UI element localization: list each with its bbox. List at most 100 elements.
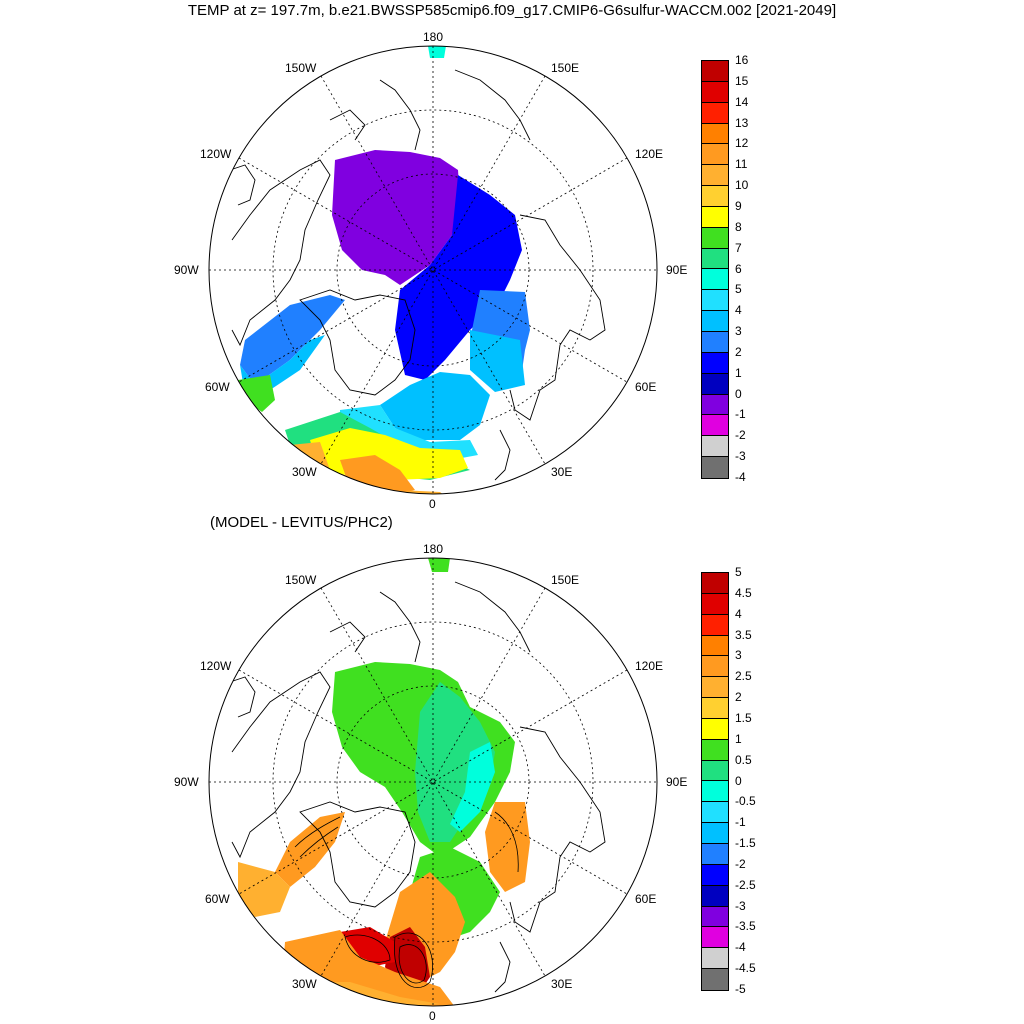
top-field-labrador-green	[238, 375, 275, 412]
top-colorbar-box	[702, 61, 728, 82]
bottom-field-labrador-orange	[238, 862, 290, 917]
top-colorbar-label: 16	[735, 53, 749, 67]
bottom-colorbar-label: 1	[735, 731, 742, 746]
bottom-colorbar-label: -2	[735, 856, 746, 871]
top-colorbar-label: 10	[735, 178, 749, 193]
top-colorbar-label: -3	[735, 449, 746, 464]
bottom-colorbar-label: 3.5	[735, 627, 752, 642]
bottom-colorbar-label: 1.5	[735, 710, 752, 725]
bottom-colorbar-label: 4.5	[735, 585, 752, 600]
top-colorbar-box	[702, 394, 728, 416]
top-polar-map	[208, 45, 658, 495]
bottom-colorbar-label: 2.5	[735, 669, 752, 684]
top-colorbar-box	[702, 352, 728, 374]
bottom-lon-label-30w: 30W	[292, 977, 317, 991]
bottom-colorbar-label: 5	[735, 565, 742, 579]
bottom-lon-label-90w: 90W	[174, 775, 199, 789]
bottom-colorbar-box	[702, 781, 728, 803]
top-colorbar-label: 2	[735, 344, 742, 359]
top-colorbar-box	[702, 331, 728, 353]
top-colorbar-label: 9	[735, 198, 742, 213]
top-colorbar-label: 4	[735, 303, 742, 318]
bottom-colorbar-label: 2	[735, 690, 742, 705]
bottom-colorbar-box	[702, 614, 728, 636]
top-field-baffin-cyan	[240, 335, 325, 395]
top-lon-label-30w: 30W	[292, 465, 317, 479]
top-colorbar-box	[702, 269, 728, 291]
top-lon-label-90w: 90W	[174, 263, 199, 277]
bottom-colorbar-label: 0	[735, 773, 742, 788]
bottom-map-panel: 180 150E 120E 90E 60E 30E 0 30W 60W 90W …	[0, 512, 1024, 1024]
top-colorbar-box	[702, 186, 728, 207]
top-colorbar-box	[702, 81, 728, 103]
top-lon-label-150w: 150W	[285, 61, 317, 75]
bottom-field-lomonosov-cyan	[450, 742, 495, 832]
bottom-colorbar-box	[702, 739, 728, 761]
top-field-arctic-basin	[332, 150, 460, 285]
top-colorbar-box	[702, 227, 728, 249]
bottom-lon-label-180: 180	[423, 542, 444, 556]
bottom-lon-label-30e: 30E	[551, 977, 573, 991]
difference-subtitle: (MODEL - LEVITUS/PHC2)	[210, 514, 393, 531]
bottom-colorbar-label: -2.5	[735, 877, 756, 892]
bottom-colorbar-box	[702, 656, 728, 678]
top-field-norwegian	[380, 372, 490, 440]
top-lon-label-120w: 120W	[200, 147, 232, 161]
top-lon-label-30e: 30E	[551, 465, 573, 479]
top-colorbar-box	[702, 290, 728, 312]
top-field-bering-cyan	[428, 46, 446, 58]
top-colorbar-label: 13	[735, 115, 749, 130]
bottom-colorbar-label: -1	[735, 815, 746, 830]
bottom-colorbar-box	[702, 573, 728, 594]
bottom-colorbar-label: -4	[735, 940, 746, 955]
bottom-colorbar-label: -4.5	[735, 961, 756, 976]
bottom-colorbar-box	[702, 593, 728, 615]
bottom-colorbar-box	[702, 843, 728, 865]
bottom-colorbar	[701, 572, 729, 991]
top-colorbar-label: 12	[735, 136, 749, 151]
top-lon-label-120e: 120E	[635, 147, 664, 161]
top-colorbar-box	[702, 123, 728, 145]
top-colorbar-label: -4	[735, 470, 746, 484]
top-lon-label-60w: 60W	[205, 380, 230, 394]
bottom-field-kara-orange	[485, 802, 530, 892]
top-colorbar-box	[702, 102, 728, 124]
top-colorbar-label: -2	[735, 428, 746, 443]
top-lon-label-150e: 150E	[551, 61, 580, 75]
bottom-colorbar-box	[702, 635, 728, 657]
top-field-baffin	[240, 295, 345, 385]
bottom-field-baffin-orange	[275, 812, 345, 887]
top-colorbar	[701, 60, 729, 479]
bottom-field-bering-green	[428, 558, 450, 572]
bottom-colorbar-label: -3	[735, 898, 746, 913]
bottom-lon-label-120w: 120W	[200, 659, 232, 673]
bottom-colorbar-box	[702, 677, 728, 699]
top-colorbar-label: 0	[735, 386, 742, 401]
top-lon-label-180: 180	[423, 30, 444, 44]
bottom-colorbar-box	[702, 969, 728, 990]
top-colorbar-box	[702, 311, 728, 332]
bottom-lon-label-150w: 150W	[285, 573, 317, 587]
top-colorbar-label: -1	[735, 407, 746, 422]
top-field-eurasian-basin	[395, 175, 522, 380]
top-colorbar-label: 14	[735, 94, 749, 109]
bottom-colorbar-label: -5	[735, 982, 746, 996]
top-colorbar-box	[702, 373, 728, 395]
bottom-lon-label-120e: 120E	[635, 659, 664, 673]
bottom-colorbar-label: -1.5	[735, 836, 756, 851]
bottom-colorbar-box	[702, 906, 728, 928]
bottom-lon-label-150e: 150E	[551, 573, 580, 587]
bottom-colorbar-box	[702, 885, 728, 907]
bottom-colorbar-box	[702, 948, 728, 970]
bottom-colorbar-box	[702, 864, 728, 886]
bottom-colorbar-box	[702, 698, 728, 719]
bottom-colorbar-label: 3	[735, 648, 742, 663]
bottom-lon-label-0: 0	[429, 1009, 436, 1023]
bottom-lon-label-60e: 60E	[635, 892, 657, 906]
bottom-colorbar-label: 4	[735, 606, 742, 621]
bottom-lon-label-60w: 60W	[205, 892, 230, 906]
top-colorbar-label: 15	[735, 73, 749, 88]
top-colorbar-box	[702, 144, 728, 166]
top-colorbar-box	[702, 457, 728, 478]
top-colorbar-box	[702, 415, 728, 437]
